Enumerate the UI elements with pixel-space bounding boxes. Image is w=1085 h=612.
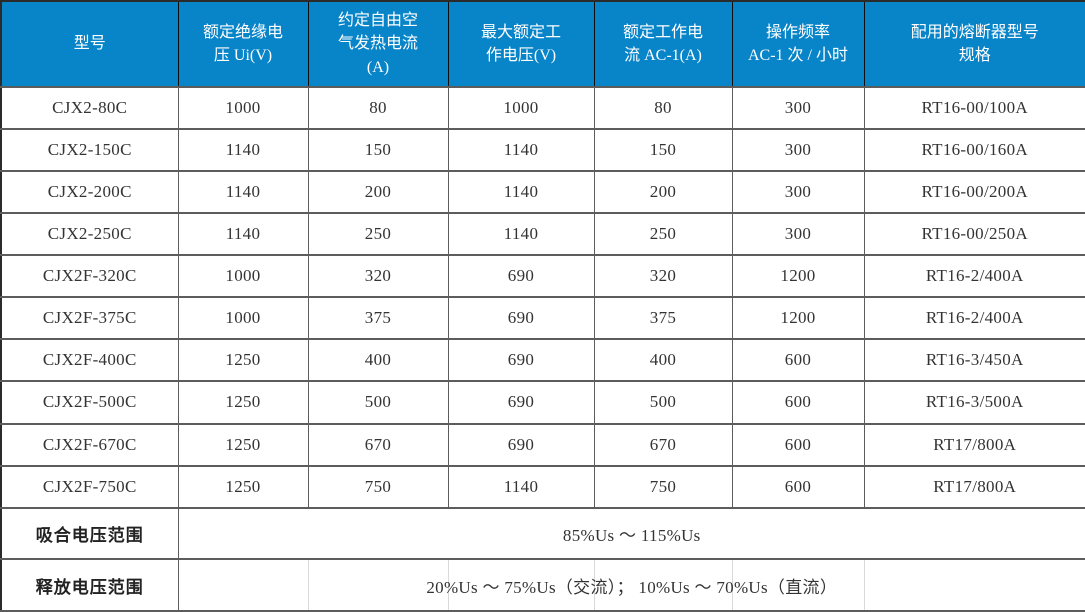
model-cell: CJX2F-670C <box>0 422 179 467</box>
col-header-rated-working-current: 额定工作电 流 AC-1(A) <box>593 0 733 88</box>
model-cell: CJX2-200C <box>0 170 179 215</box>
table-header: 型号 额定绝缘电 压 Ui(V) 约定自由空 气发热电流 (A) 最大额定工 作… <box>0 0 1085 88</box>
value-cell: 300 <box>731 85 865 131</box>
value-cell: RT16-00/250A <box>863 212 1085 257</box>
table-body: CJX2-80C 1000 80 1000 80 300 RT16-00/100… <box>0 85 1085 612</box>
value-cell: RT16-00/160A <box>863 128 1085 173</box>
value-cell: RT17/800A <box>863 422 1085 467</box>
table-row: CJX2F-670C 1250 670 690 670 600 RT17/800… <box>0 422 1085 467</box>
value-cell: 320 <box>307 254 449 299</box>
value-cell: RT16-00/100A <box>863 85 1085 131</box>
value-cell: 400 <box>307 338 449 383</box>
model-cell: CJX2F-500C <box>0 380 179 425</box>
release-voltage-row: 释放电压范围 20%Us ～ 75%Us（交流）； 10%Us ～ 70%Us（… <box>0 558 1085 612</box>
value-cell: 500 <box>307 380 449 425</box>
value-cell: 690 <box>447 422 595 467</box>
value-cell: 80 <box>307 85 449 131</box>
value-cell: RT16-00/200A <box>863 170 1085 215</box>
value-cell: 1200 <box>731 254 865 299</box>
value-cell: 1000 <box>177 296 309 341</box>
value-cell: 670 <box>307 422 449 467</box>
merged-value-cell: 85%Us ～ 115%Us <box>177 506 1085 561</box>
table-row: CJX2F-750C 1250 750 1140 750 600 RT17/80… <box>0 464 1085 509</box>
value-cell: 1140 <box>447 128 595 173</box>
value-cell: 320 <box>593 254 733 299</box>
value-cell: RT16-2/400A <box>863 254 1085 299</box>
col-header-model: 型号 <box>0 0 179 88</box>
table-row: CJX2-80C 1000 80 1000 80 300 RT16-00/100… <box>0 85 1085 131</box>
value-cell: 1000 <box>177 254 309 299</box>
value-cell: 1000 <box>447 85 595 131</box>
value-cell: 375 <box>307 296 449 341</box>
value-cell: 690 <box>447 338 595 383</box>
value-cell: 600 <box>731 422 865 467</box>
col-header-operating-frequency: 操作频率 AC-1 次 / 小时 <box>731 0 865 88</box>
value-cell: 1140 <box>447 464 595 509</box>
value-cell: 600 <box>731 380 865 425</box>
value-cell: 750 <box>307 464 449 509</box>
value-cell: 600 <box>731 338 865 383</box>
header-row: 型号 额定绝缘电 压 Ui(V) 约定自由空 气发热电流 (A) 最大额定工 作… <box>0 0 1085 88</box>
value-cell: 400 <box>593 338 733 383</box>
table-row: CJX2F-320C 1000 320 690 320 1200 RT16-2/… <box>0 254 1085 299</box>
row-label: 释放电压范围 <box>0 558 179 612</box>
value-cell: 690 <box>447 380 595 425</box>
value-cell: 1250 <box>177 422 309 467</box>
model-cell: CJX2-80C <box>0 85 179 131</box>
value-cell: 200 <box>307 170 449 215</box>
value-cell: 1140 <box>177 212 309 257</box>
value-cell: RT16-2/400A <box>863 296 1085 341</box>
value-cell: RT17/800A <box>863 464 1085 509</box>
value-cell: 300 <box>731 170 865 215</box>
value-cell: 690 <box>447 296 595 341</box>
col-header-rated-insulation-voltage: 额定绝缘电 压 Ui(V) <box>177 0 309 88</box>
pickup-voltage-row: 吸合电压范围 85%Us ～ 115%Us <box>0 506 1085 561</box>
value-cell: 150 <box>307 128 449 173</box>
model-cell: CJX2F-375C <box>0 296 179 341</box>
table-row: CJX2F-375C 1000 375 690 375 1200 RT16-2/… <box>0 296 1085 341</box>
value-cell: 1250 <box>177 338 309 383</box>
value-cell: 250 <box>307 212 449 257</box>
value-cell: 150 <box>593 128 733 173</box>
value-cell: 750 <box>593 464 733 509</box>
value-cell: 1200 <box>731 296 865 341</box>
value-cell: 1140 <box>177 128 309 173</box>
model-cell: CJX2F-750C <box>0 464 179 509</box>
value-cell: 200 <box>593 170 733 215</box>
value-cell: RT16-3/500A <box>863 380 1085 425</box>
value-cell: 1140 <box>447 170 595 215</box>
value-cell: 300 <box>731 128 865 173</box>
value-cell: 670 <box>593 422 733 467</box>
value-cell: 1250 <box>177 464 309 509</box>
value-cell: 250 <box>593 212 733 257</box>
col-header-fuse-spec: 配用的熔断器型号 规格 <box>863 0 1085 88</box>
table-row: CJX2F-400C 1250 400 690 400 600 RT16-3/4… <box>0 338 1085 383</box>
value-cell: 600 <box>731 464 865 509</box>
model-cell: CJX2F-400C <box>0 338 179 383</box>
value-cell: 300 <box>731 212 865 257</box>
value-cell: 1140 <box>177 170 309 215</box>
table-row: CJX2-200C 1140 200 1140 200 300 RT16-00/… <box>0 170 1085 215</box>
value-cell: 1000 <box>177 85 309 131</box>
row-label: 吸合电压范围 <box>0 506 179 561</box>
table-row: CJX2F-500C 1250 500 690 500 600 RT16-3/5… <box>0 380 1085 425</box>
col-header-max-working-voltage: 最大额定工 作电压(V) <box>447 0 595 88</box>
value-cell: 375 <box>593 296 733 341</box>
model-cell: CJX2-250C <box>0 212 179 257</box>
value-cell: 80 <box>593 85 733 131</box>
model-cell: CJX2F-320C <box>0 254 179 299</box>
value-cell: 500 <box>593 380 733 425</box>
model-cell: CJX2-150C <box>0 128 179 173</box>
col-header-conventional-thermal-current: 约定自由空 气发热电流 (A) <box>307 0 449 88</box>
table-row: CJX2-250C 1140 250 1140 250 300 RT16-00/… <box>0 212 1085 257</box>
table-row: CJX2-150C 1140 150 1140 150 300 RT16-00/… <box>0 128 1085 173</box>
value-cell: RT16-3/450A <box>863 338 1085 383</box>
value-cell: 1250 <box>177 380 309 425</box>
value-cell: 1140 <box>447 212 595 257</box>
merged-value-cell: 20%Us ～ 75%Us（交流）； 10%Us ～ 70%Us（直流） <box>177 558 1085 612</box>
value-cell: 690 <box>447 254 595 299</box>
